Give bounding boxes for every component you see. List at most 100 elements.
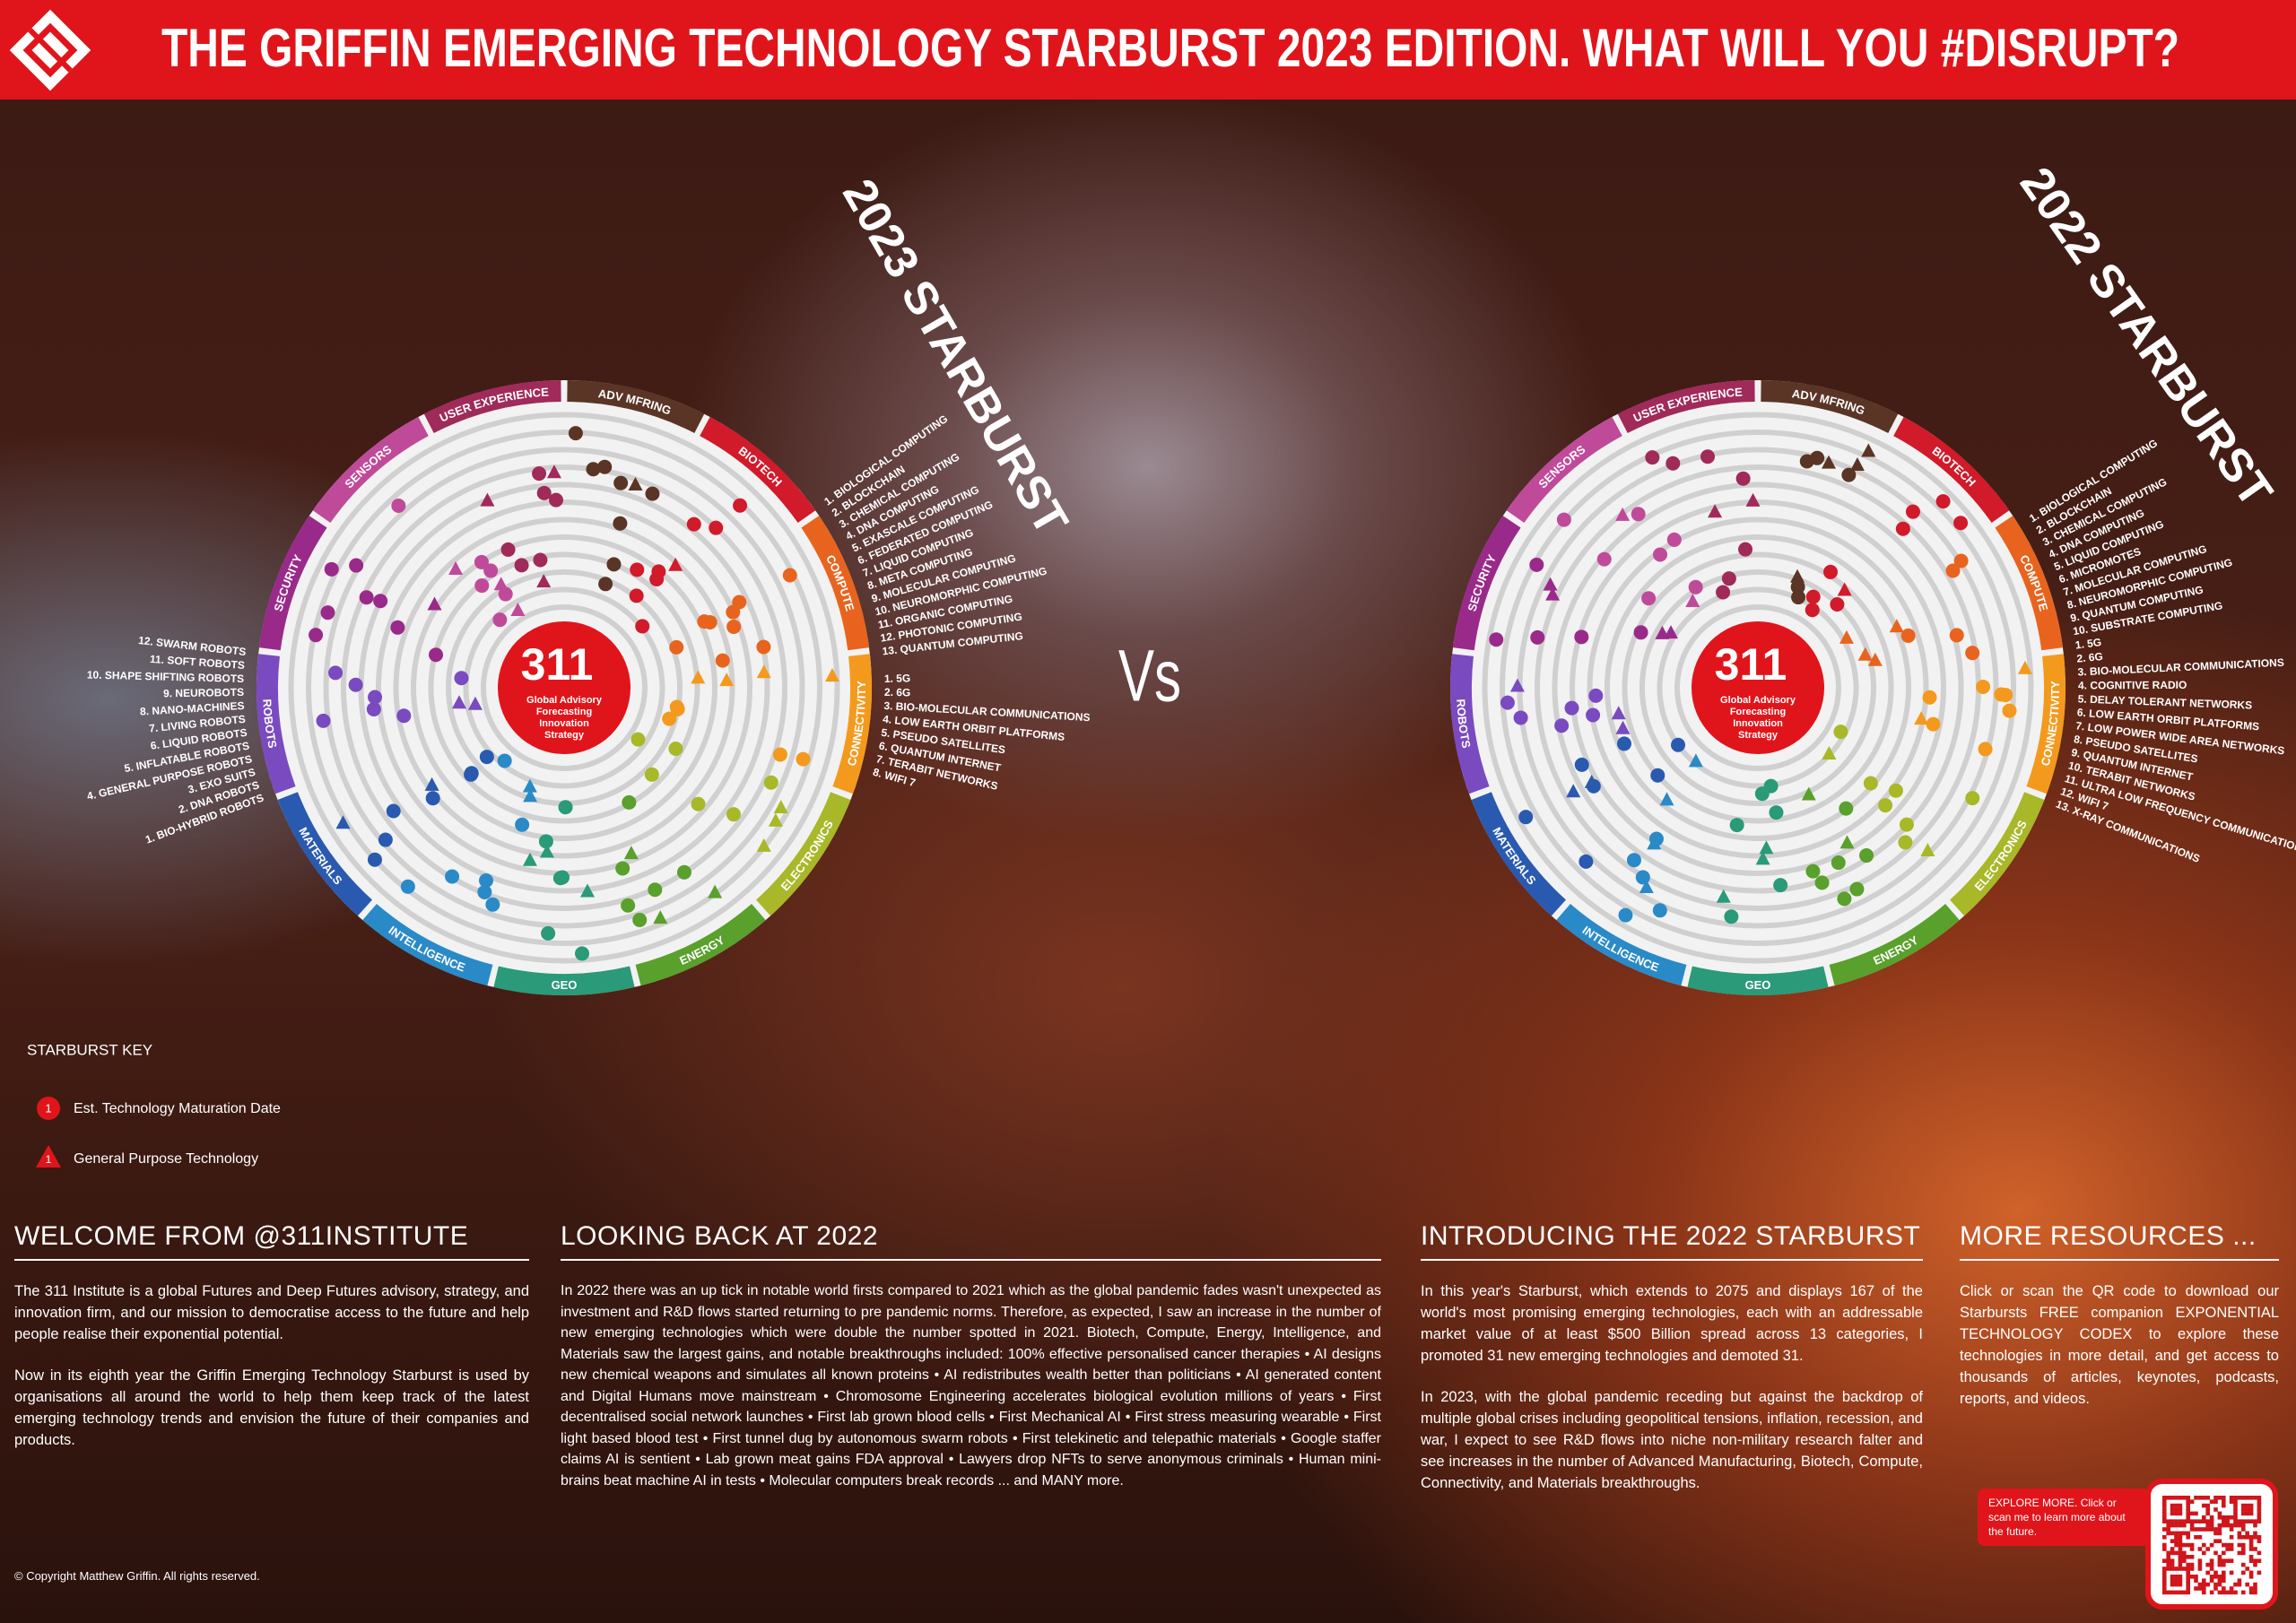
qr-cell xyxy=(2229,1515,2234,1520)
decor-dot xyxy=(316,713,331,728)
decor-dot xyxy=(1878,798,1893,813)
decor-dot xyxy=(386,803,401,819)
qr-cell xyxy=(2166,1590,2170,1595)
qr-cell xyxy=(2162,1590,2167,1595)
decor-dot xyxy=(1953,516,1969,531)
qr-cell xyxy=(2178,1511,2183,1516)
qr-code[interactable] xyxy=(2162,1496,2262,1595)
ring xyxy=(306,430,822,946)
qr-cell xyxy=(2202,1582,2206,1587)
decor-dot xyxy=(532,466,547,482)
decor-dot xyxy=(669,699,684,715)
decor-dot xyxy=(1513,710,1528,725)
decor-triangle xyxy=(448,561,464,576)
qr-cell xyxy=(2229,1542,2234,1548)
qr-cell xyxy=(2178,1575,2183,1579)
qr-cell xyxy=(2253,1590,2257,1595)
decor-triangle xyxy=(1685,593,1700,607)
decor-triangle xyxy=(653,910,668,924)
qr-cell xyxy=(2202,1515,2206,1520)
decor-dot xyxy=(606,557,622,572)
decor-triangle xyxy=(623,846,639,860)
qr-cell xyxy=(2213,1499,2218,1504)
decor-dot xyxy=(676,864,691,880)
section-heading: WELCOME FROM @311INSTITUTE xyxy=(14,1221,529,1261)
decor-dot xyxy=(445,869,460,884)
qr-cell xyxy=(2237,1531,2242,1536)
qr-cell xyxy=(2213,1582,2218,1587)
decor-triangle xyxy=(1611,706,1626,720)
qr-cell xyxy=(2186,1496,2190,1500)
ring xyxy=(1605,534,1911,841)
qr-cell xyxy=(2162,1575,2167,1579)
decor-dot xyxy=(1574,757,1589,772)
decor-dot xyxy=(1700,449,1716,464)
qr-cell xyxy=(2253,1558,2257,1563)
qr-cell xyxy=(2197,1558,2203,1563)
decor-dot xyxy=(558,800,573,815)
decor-dot xyxy=(568,426,583,441)
section-text: In 2022 there was an up tick in notable … xyxy=(561,1283,1381,1488)
decor-dot xyxy=(1645,450,1660,465)
decor-dot xyxy=(464,767,479,782)
starburst-title: 2022 STARBURST xyxy=(2010,158,2283,516)
decor-dot xyxy=(732,595,747,610)
decor-dot xyxy=(348,677,363,692)
key-marker: 1 xyxy=(45,1101,51,1115)
technology-label: 2. 6G xyxy=(884,686,911,699)
qr-cell xyxy=(2222,1550,2226,1556)
center-line: Innovation xyxy=(539,718,589,729)
qr-cell xyxy=(2162,1515,2167,1520)
qr-cell xyxy=(2162,1547,2167,1551)
decor-dot xyxy=(1965,791,1980,806)
qr-cell xyxy=(2241,1496,2246,1500)
decor-dot xyxy=(726,807,741,822)
category-band xyxy=(257,654,296,794)
decor-dot xyxy=(1831,855,1846,871)
qr-cell xyxy=(2257,1503,2262,1508)
qr-cell xyxy=(2229,1558,2234,1563)
qr-cell xyxy=(2202,1542,2206,1548)
qr-cell xyxy=(2194,1575,2198,1579)
technology-label: 4. COGNITIVE RADIO xyxy=(2078,679,2187,692)
qr-cell xyxy=(2170,1547,2175,1551)
decor-dot xyxy=(1729,818,1744,833)
qr-cell xyxy=(2197,1582,2203,1587)
qr-callout[interactable]: EXPLORE MORE. Click or scan me to learn … xyxy=(1978,1488,2150,1546)
qr-cell xyxy=(2178,1523,2183,1528)
decor-triangle xyxy=(1543,577,1558,591)
category-band xyxy=(832,654,872,794)
ring xyxy=(463,586,665,789)
qr-cell xyxy=(2182,1550,2187,1556)
decor-dot xyxy=(1773,878,1788,893)
qr-cell xyxy=(2170,1539,2175,1543)
qr-cell xyxy=(2174,1542,2179,1548)
decor-triangle xyxy=(1755,851,1770,865)
key-label: Est. Technology Maturation Date xyxy=(74,1101,281,1116)
decor-dot xyxy=(1518,810,1534,825)
decor-triangle xyxy=(546,464,561,479)
decor-dot xyxy=(1805,603,1820,618)
qr-cell xyxy=(2253,1519,2257,1523)
qr-cell xyxy=(2162,1586,2167,1591)
ring xyxy=(393,516,735,859)
qr-cell xyxy=(2189,1519,2195,1523)
qr-cell xyxy=(2237,1550,2242,1556)
category-band xyxy=(700,416,816,524)
qr-cell xyxy=(2241,1507,2246,1512)
decor-triangle xyxy=(1566,784,1581,798)
qr-cell xyxy=(2257,1496,2262,1500)
decor-dot xyxy=(1888,783,1903,798)
qr-cell xyxy=(2178,1531,2183,1536)
decor-dot xyxy=(1839,801,1854,816)
decor-triangle xyxy=(628,476,643,490)
section-text: In 2023, with the global pandemic recedi… xyxy=(1421,1389,1923,1491)
qr-cell xyxy=(2213,1539,2218,1543)
qr-cell xyxy=(2186,1535,2190,1540)
decor-dot xyxy=(575,946,590,961)
qr-cell xyxy=(2237,1582,2242,1587)
qr-cell xyxy=(2162,1507,2167,1512)
decor-triangle xyxy=(1664,625,1679,639)
qr-cell xyxy=(2257,1535,2262,1540)
